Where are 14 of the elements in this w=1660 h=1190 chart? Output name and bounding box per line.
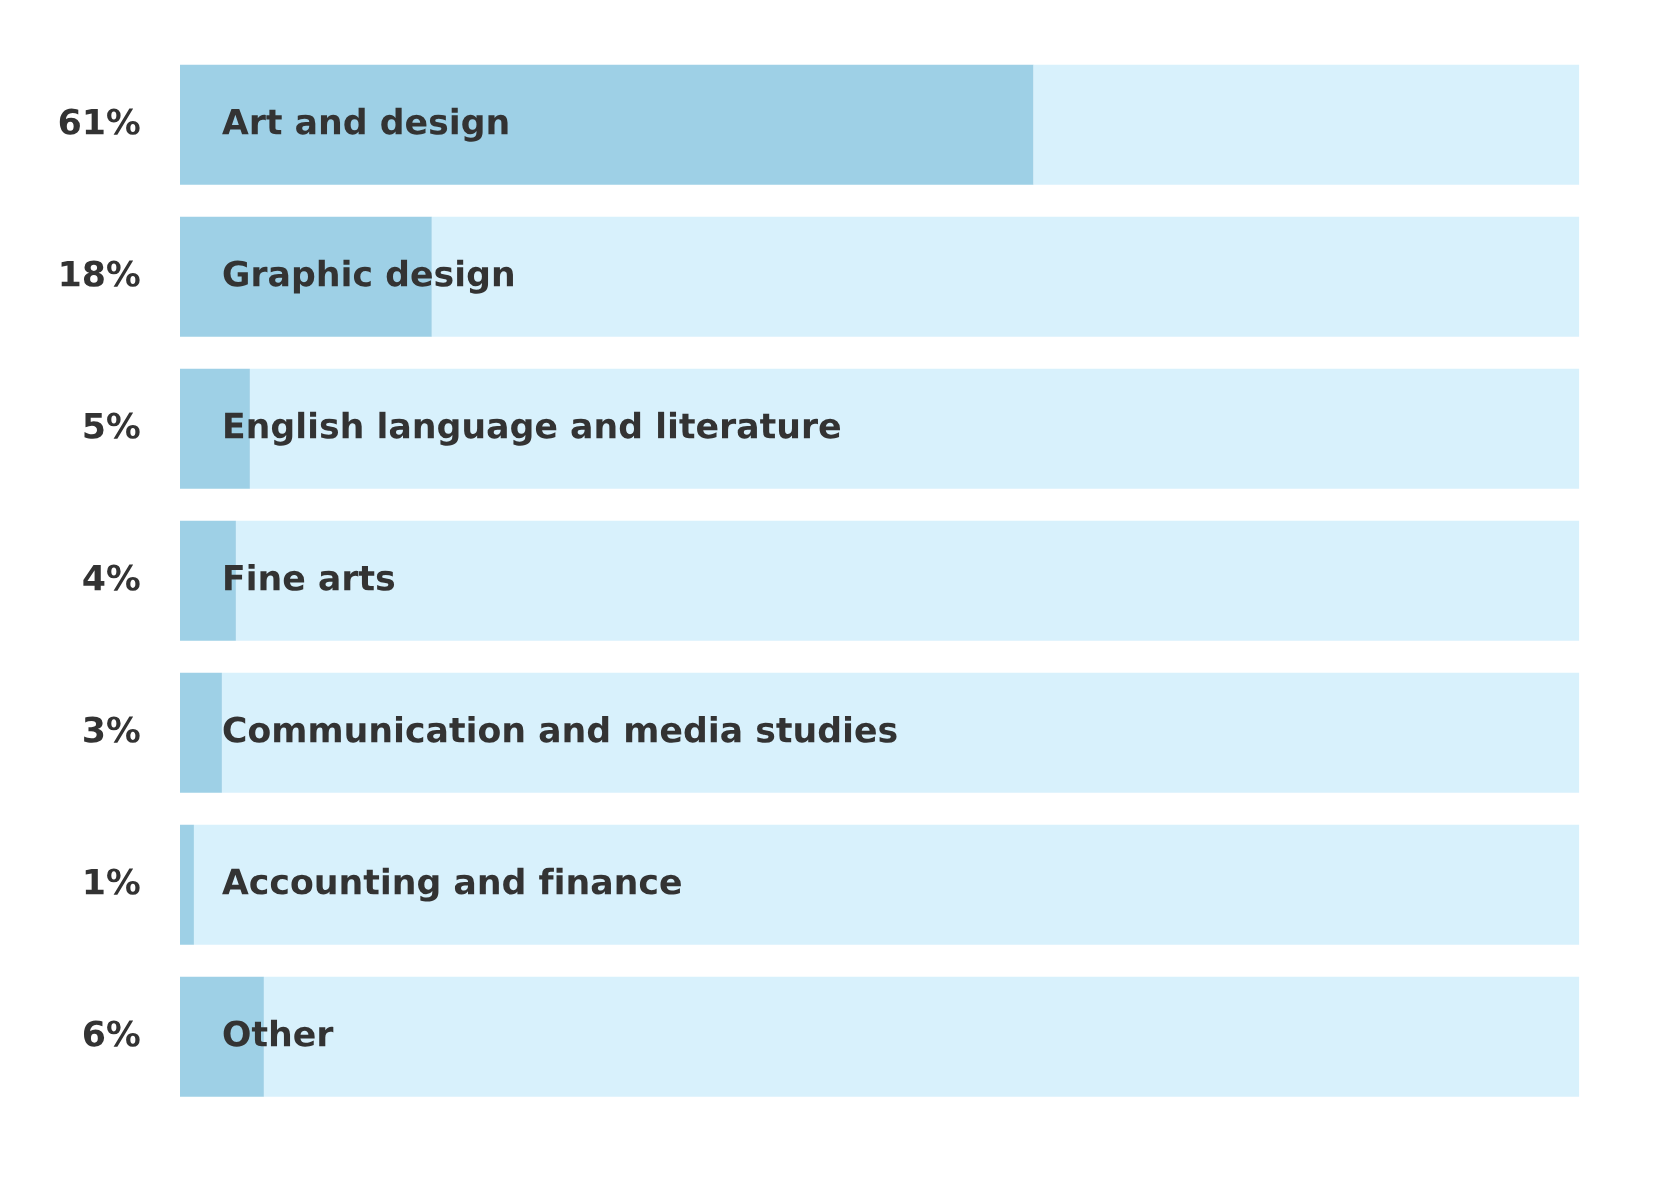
data-label: 4% [83,564,140,591]
data-label: 5% [84,412,140,439]
y-tick-label: Art and design [222,107,508,142]
y-tick-label: Other [223,1019,334,1047]
data-label: 6% [83,1020,140,1047]
data-label: 18% [61,260,140,287]
y-tick-label: Communication and media studies [223,715,897,743]
y-tick-label: Graphic design [223,259,513,294]
data-label: 61% [59,108,140,135]
y-tick-label: Accounting and finance [222,867,681,902]
data-label: 3% [84,716,140,743]
y-tick-label: Fine arts [225,563,395,591]
y-tick-label: English language and literature [225,411,840,446]
data-label: 1% [85,868,140,895]
